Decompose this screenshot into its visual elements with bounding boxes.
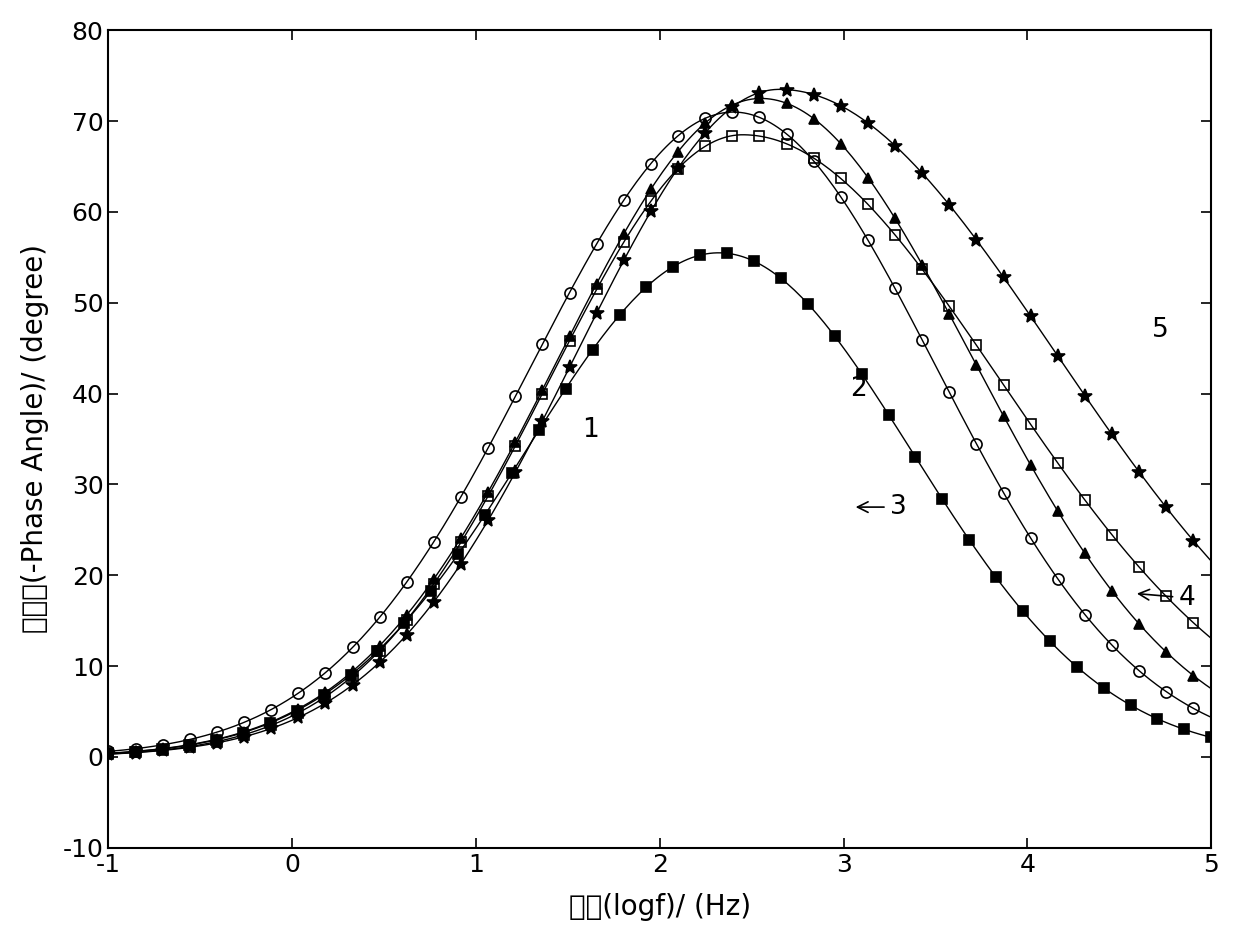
Text: 3: 3 [858,495,906,520]
Text: 4: 4 [1138,585,1195,611]
X-axis label: 频率(logf)/ (Hz): 频率(logf)/ (Hz) [569,893,751,921]
Text: 5: 5 [1152,317,1168,343]
Text: 1: 1 [582,417,599,443]
Y-axis label: 相位角(-Phase Angle)/ (degree): 相位角(-Phase Angle)/ (degree) [21,245,48,633]
Text: 2: 2 [849,376,867,402]
